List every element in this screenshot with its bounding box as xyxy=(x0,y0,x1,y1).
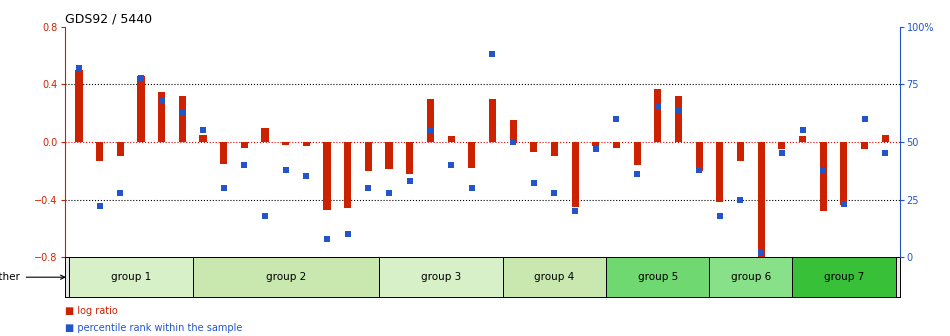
Bar xyxy=(606,257,710,297)
Bar xyxy=(710,257,792,297)
Point xyxy=(650,105,665,110)
Point xyxy=(196,128,211,133)
Point xyxy=(154,98,169,103)
Point xyxy=(753,250,769,255)
Text: group 4: group 4 xyxy=(534,272,575,282)
Bar xyxy=(489,99,496,142)
Text: GDS92 / 5440: GDS92 / 5440 xyxy=(65,13,152,26)
Bar xyxy=(551,142,558,156)
Point xyxy=(71,66,86,71)
Point xyxy=(113,190,128,195)
Point xyxy=(505,139,521,145)
Bar xyxy=(447,136,455,142)
Text: other: other xyxy=(0,272,65,282)
Bar xyxy=(200,135,207,142)
Bar xyxy=(386,142,392,169)
Point xyxy=(692,167,707,172)
Bar xyxy=(613,142,620,148)
Bar xyxy=(344,142,352,208)
Bar xyxy=(365,142,372,171)
Bar xyxy=(840,142,847,205)
Point xyxy=(175,109,190,115)
Point xyxy=(815,167,830,172)
Point xyxy=(609,116,624,122)
Point xyxy=(630,171,645,177)
Text: ■ log ratio: ■ log ratio xyxy=(65,306,118,316)
Bar xyxy=(695,142,703,171)
Text: group 6: group 6 xyxy=(731,272,771,282)
Point xyxy=(237,162,252,168)
Bar xyxy=(282,142,290,145)
Bar xyxy=(592,142,599,146)
Bar xyxy=(509,120,517,142)
Point xyxy=(465,185,480,191)
Bar xyxy=(503,257,606,297)
Point xyxy=(382,190,397,195)
Text: group 3: group 3 xyxy=(421,272,461,282)
Bar xyxy=(427,99,434,142)
Bar xyxy=(379,257,503,297)
Point xyxy=(795,128,810,133)
Point xyxy=(732,197,748,202)
Point xyxy=(878,151,893,156)
Bar xyxy=(716,142,724,202)
Point xyxy=(423,128,438,133)
Point xyxy=(857,116,872,122)
Bar xyxy=(220,142,227,164)
Point xyxy=(526,181,542,186)
Bar xyxy=(674,96,682,142)
Point xyxy=(444,162,459,168)
Bar xyxy=(261,128,269,142)
Point xyxy=(340,232,355,237)
Point xyxy=(712,213,728,218)
Point xyxy=(217,185,232,191)
Point xyxy=(588,146,603,152)
Bar xyxy=(179,96,186,142)
Bar xyxy=(530,142,538,152)
Point xyxy=(92,204,107,209)
Bar xyxy=(778,142,786,149)
Text: group 5: group 5 xyxy=(637,272,678,282)
Bar xyxy=(882,135,889,142)
Bar xyxy=(407,142,413,174)
Text: group 2: group 2 xyxy=(266,272,306,282)
Point xyxy=(567,208,582,214)
Bar xyxy=(68,257,193,297)
Bar xyxy=(799,136,807,142)
Point xyxy=(671,107,686,113)
Bar xyxy=(468,142,475,168)
Text: group 1: group 1 xyxy=(110,272,151,282)
Point xyxy=(484,52,500,57)
Bar xyxy=(757,142,765,268)
Bar xyxy=(820,142,826,211)
Point xyxy=(299,174,314,179)
Bar xyxy=(861,142,868,149)
Bar xyxy=(634,142,640,165)
Point xyxy=(402,178,417,184)
Bar xyxy=(117,142,124,156)
Text: ■ percentile rank within the sample: ■ percentile rank within the sample xyxy=(65,323,242,333)
Point xyxy=(361,185,376,191)
Bar xyxy=(324,142,331,210)
Bar xyxy=(572,142,579,207)
Bar xyxy=(75,70,83,142)
Bar xyxy=(655,89,661,142)
Point xyxy=(278,167,294,172)
Point xyxy=(836,201,851,207)
Text: group 7: group 7 xyxy=(824,272,864,282)
Point xyxy=(547,190,562,195)
Bar xyxy=(737,142,744,161)
Bar xyxy=(240,142,248,148)
Bar xyxy=(792,257,896,297)
Point xyxy=(134,75,149,80)
Bar xyxy=(96,142,104,161)
Bar xyxy=(138,76,144,142)
Bar xyxy=(193,257,379,297)
Point xyxy=(774,151,789,156)
Point xyxy=(257,213,273,218)
Point xyxy=(319,236,334,241)
Bar xyxy=(303,142,310,146)
Bar xyxy=(158,92,165,142)
